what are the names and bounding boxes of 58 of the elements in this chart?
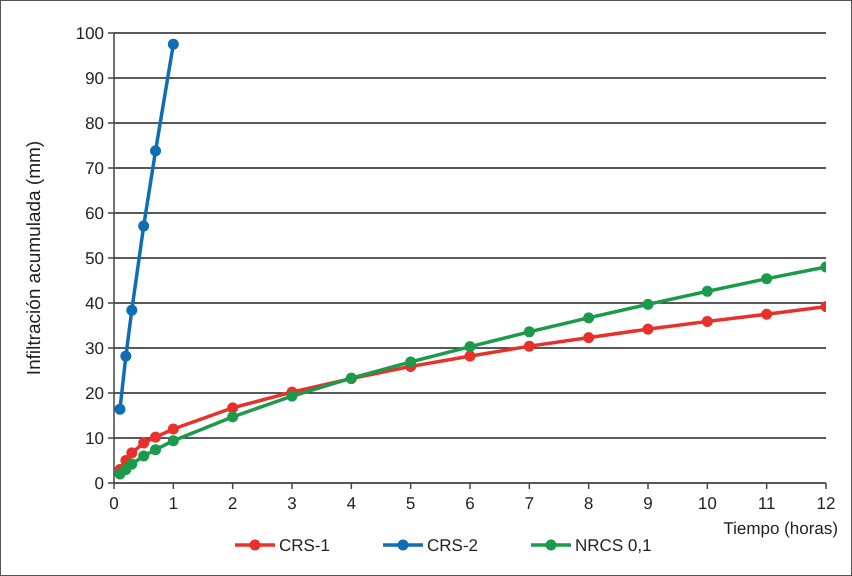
point <box>464 341 476 352</box>
legend-label: CRS-1 <box>279 536 330 555</box>
point <box>150 432 162 443</box>
y-tick-label: 70 <box>85 159 104 178</box>
legend-label: CRS-2 <box>427 536 478 555</box>
point <box>138 220 150 232</box>
y-tick-label: 50 <box>85 249 104 268</box>
y-tick-label: 90 <box>85 69 104 88</box>
point <box>642 324 654 335</box>
x-tick-label: 11 <box>758 494 776 513</box>
y-tick-label: 20 <box>85 384 104 403</box>
point <box>114 404 126 415</box>
x-tick-label: 5 <box>406 494 416 513</box>
point <box>150 444 162 456</box>
point <box>464 350 476 362</box>
x-tick-label: 0 <box>109 494 119 513</box>
point <box>138 437 150 448</box>
point <box>524 326 535 338</box>
point <box>405 356 416 368</box>
point <box>126 304 138 316</box>
point <box>642 298 654 310</box>
y-tick-label: 0 <box>94 474 104 493</box>
point <box>702 316 713 327</box>
point <box>583 312 594 324</box>
point <box>150 145 162 156</box>
point <box>286 390 298 402</box>
point <box>168 38 179 50</box>
point <box>761 308 772 320</box>
point <box>120 350 132 362</box>
point <box>168 435 179 446</box>
x-tick-label: 6 <box>465 494 475 513</box>
point <box>168 424 179 434</box>
point <box>138 450 150 462</box>
y-tick-label: 80 <box>85 114 104 133</box>
x-tick-label: 1 <box>168 494 178 513</box>
point <box>702 286 713 297</box>
y-axis-title: Infiltración acumulada (mm) <box>24 140 45 376</box>
legend-label: NRCS 0,1 <box>575 536 652 555</box>
point <box>583 332 594 344</box>
x-tick-label: 7 <box>524 494 534 513</box>
x-tick-label: 4 <box>346 494 356 513</box>
x-tick-label: 2 <box>228 494 238 513</box>
x-tick-label: 8 <box>584 494 594 513</box>
point <box>126 447 138 458</box>
point <box>524 340 535 352</box>
x-tick-label: 3 <box>287 494 297 513</box>
point <box>227 411 238 422</box>
y-tick-label: 40 <box>85 294 104 313</box>
y-tick-label: 10 <box>85 429 104 448</box>
y-tick-label: 60 <box>85 204 104 223</box>
point <box>761 273 772 284</box>
x-tick-label: 12 <box>816 494 836 513</box>
x-tick-label: 9 <box>643 494 653 513</box>
x-axis-title: Tiempo (horas) <box>723 519 838 538</box>
point <box>126 458 138 470</box>
x-tick-label: 10 <box>698 494 717 513</box>
y-tick-label: 100 <box>76 24 104 43</box>
y-tick-label: 30 <box>85 339 104 358</box>
